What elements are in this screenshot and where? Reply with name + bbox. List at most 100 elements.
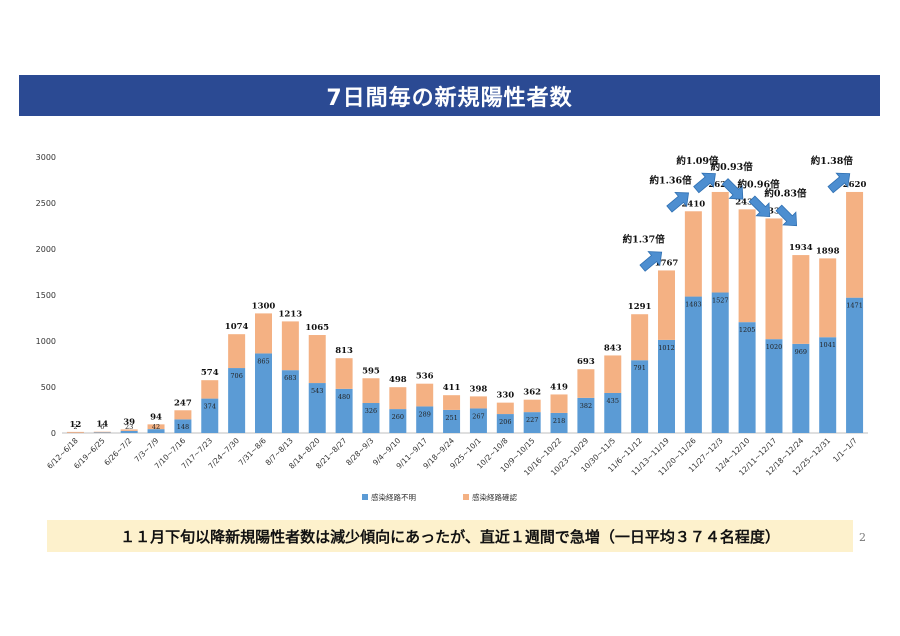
summary-box: １１月下旬以降新規陽性者数は減少傾向にあったが、直近１週間で急増（一日平均３７４… — [47, 520, 853, 552]
bar-total-label: 94 — [150, 412, 162, 422]
bar-unknown-label: 326 — [365, 407, 377, 415]
bar-confirmed — [255, 313, 272, 354]
bar-unknown — [765, 339, 783, 433]
bar-total-label: 1898 — [816, 246, 840, 256]
bar-unknown-label: 683 — [284, 374, 296, 382]
y-tick-label: 1000 — [36, 337, 56, 346]
bar-confirmed — [738, 209, 756, 323]
bar-unknown — [523, 412, 541, 433]
bar-unknown-label: 480 — [338, 393, 350, 401]
bar-unknown — [308, 383, 326, 433]
y-tick-label: 500 — [41, 383, 56, 392]
bar-unknown — [147, 429, 165, 433]
page-number: 2 — [859, 531, 866, 544]
bar-unknown-label: 382 — [580, 402, 592, 410]
bar-unknown — [738, 322, 756, 433]
bar-total-label: 330 — [496, 391, 514, 401]
bar-unknown — [389, 409, 407, 433]
bar-unknown-label: 42 — [152, 423, 160, 431]
bar-unknown — [604, 392, 622, 433]
bar-unknown — [711, 292, 729, 433]
bar-confirmed — [577, 369, 595, 398]
bar-total-label: 1065 — [305, 323, 329, 333]
bar-total-label: 1934 — [789, 243, 813, 253]
arrow-down-icon — [721, 178, 744, 200]
bar-unknown — [469, 408, 487, 433]
arrow-down-icon — [748, 195, 771, 217]
bar-unknown-label: 374 — [204, 403, 216, 411]
bar-confirmed — [201, 380, 219, 399]
bar-confirmed — [523, 399, 541, 413]
bar-unknown-label: 435 — [607, 397, 619, 405]
legend-label-unknown: 感染経路不明 — [371, 492, 416, 502]
growth-annotation: 約0.83倍 — [764, 187, 807, 199]
bar-total-label: 1213 — [279, 309, 303, 319]
x-tick-label: 6/26~7/2 — [102, 436, 133, 467]
y-tick-label: 0 — [51, 429, 56, 438]
growth-annotation: 約0.96倍 — [737, 178, 780, 190]
arrow-up-icon — [666, 192, 690, 213]
bar-unknown-label: 706 — [230, 372, 242, 380]
bar-unknown-label: 543 — [311, 387, 323, 395]
bar-confirmed — [335, 358, 353, 389]
bar-unknown-label: 1020 — [766, 343, 783, 351]
bar-unknown-label: 260 — [392, 413, 404, 421]
bar-unknown-label: 23 — [125, 423, 133, 431]
growth-annotation: 約1.37倍 — [623, 233, 666, 245]
bar-confirmed — [66, 431, 84, 433]
bar-confirmed — [93, 431, 111, 433]
bar-total-label: 536 — [416, 372, 434, 382]
bar-unknown — [658, 339, 675, 433]
bar-confirmed — [469, 396, 487, 409]
growth-annotation: 約1.38倍 — [811, 155, 854, 167]
bar-total-label: 1291 — [628, 302, 652, 312]
bar-unknown — [443, 409, 461, 433]
stacked-bar-chart: 0500100015002000250030002126/12~6/186146… — [36, 153, 868, 502]
bar-confirmed — [416, 383, 434, 407]
bar-total-label: 1074 — [225, 322, 249, 332]
bar-unknown — [93, 432, 111, 433]
bar-unknown-label: 206 — [499, 418, 511, 426]
bar-unknown — [228, 368, 246, 433]
bar-total-label: 843 — [604, 343, 622, 353]
y-tick-label: 2500 — [36, 199, 56, 208]
bar-confirmed — [362, 378, 380, 404]
bar-unknown — [281, 370, 299, 433]
bar-unknown-label: 1205 — [739, 326, 756, 334]
bar-confirmed — [174, 410, 192, 420]
page-title: 7日間毎の新規陽性者数 — [326, 85, 573, 111]
x-tick-label: 8/28~9/3 — [344, 436, 375, 467]
bar-unknown — [819, 337, 837, 433]
y-tick-label: 1500 — [36, 291, 56, 300]
title-bar: 7日間毎の新規陽性者数 — [19, 75, 880, 116]
bar-confirmed — [228, 334, 246, 369]
bar-confirmed — [604, 355, 622, 393]
bar-total-label: 411 — [443, 383, 461, 393]
bar-unknown-label: 791 — [633, 364, 645, 372]
summary-text: １１月下旬以降新規陽性者数は減少傾向にあったが、直近１週間で急増（一日平均３７４… — [120, 527, 780, 546]
x-tick-label: 1/1~1/7 — [831, 436, 859, 464]
bar-total-label: 247 — [174, 398, 192, 408]
bar-unknown-label: 218 — [553, 417, 565, 425]
bar-total-label: 2620 — [708, 180, 732, 190]
bar-confirmed — [550, 394, 568, 413]
bar-unknown — [174, 419, 192, 433]
legend-swatch-confirmed — [463, 494, 469, 500]
bar-unknown — [416, 406, 434, 433]
bar-unknown — [631, 360, 649, 433]
growth-annotation: 約1.36倍 — [650, 174, 693, 186]
bar-total-label: 14 — [96, 420, 108, 430]
bar-total-label: 693 — [577, 357, 595, 367]
growth-annotation: 約0.93倍 — [711, 161, 754, 173]
bar-unknown-label: 1471 — [846, 302, 863, 310]
bar-confirmed — [496, 402, 514, 415]
bar-confirmed — [281, 321, 299, 371]
bar-unknown-label: 251 — [445, 414, 457, 422]
bar-total-label: 419 — [550, 382, 568, 392]
arrow-up-icon — [827, 172, 851, 194]
bar-total-label: 12 — [70, 420, 82, 430]
arrow-up-icon — [693, 172, 716, 194]
bar-total-label: 2431 — [735, 197, 759, 207]
bar-confirmed — [846, 191, 864, 298]
bar-unknown — [201, 398, 219, 433]
